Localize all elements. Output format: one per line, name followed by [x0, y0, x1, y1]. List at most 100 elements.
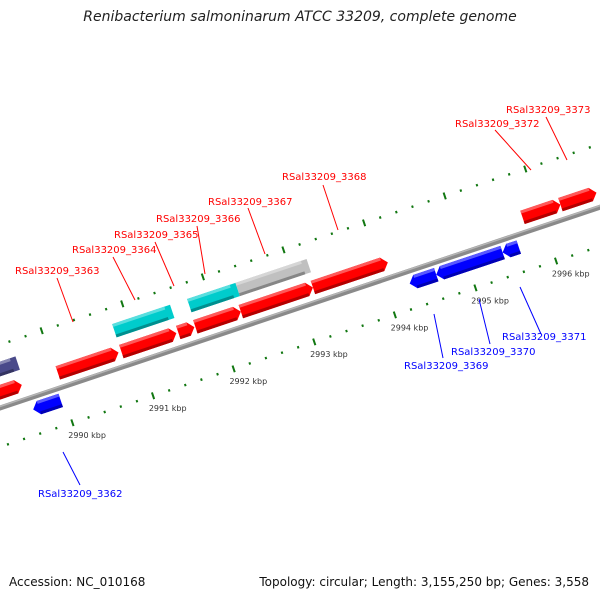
reverse-gene-feature[interactable]	[31, 393, 63, 416]
minor-tick	[572, 151, 575, 155]
gene-bevel-top	[0, 380, 15, 397]
gene-body	[55, 347, 119, 380]
leader-line	[62, 451, 81, 486]
forward-gene-label[interactable]: RSal33209_3372	[455, 119, 539, 130]
forward-gene-label[interactable]: RSal33209_3367	[208, 197, 292, 208]
leader-line	[247, 207, 266, 255]
gene-body	[112, 304, 175, 338]
leader-line	[196, 225, 206, 275]
minor-tick	[491, 178, 495, 182]
minor-tick	[38, 432, 42, 436]
minor-tick	[586, 248, 590, 252]
minor-tick	[459, 189, 463, 192]
forward-gene-label[interactable]: RSal33209_3366	[156, 214, 240, 225]
gene-body	[520, 199, 561, 224]
gene-body	[558, 187, 597, 212]
minor-tick	[506, 275, 510, 279]
gene-bevel-top	[238, 282, 306, 308]
major-tick	[312, 338, 317, 346]
major-tick	[231, 365, 236, 373]
gene-bevel-top	[558, 187, 590, 201]
forward-gene-label[interactable]: RSal33209_3368	[282, 172, 366, 183]
backbone-highlight	[0, 177, 600, 424]
scale-label: 2992 kbp	[229, 377, 267, 386]
gene-bevel-bottom	[523, 210, 557, 224]
minor-tick	[458, 291, 461, 295]
reverse-gene-label[interactable]: RSal33209_3370	[451, 347, 535, 358]
minor-tick	[249, 259, 253, 263]
minor-tick	[56, 323, 60, 327]
gene-body	[193, 306, 241, 334]
forward-gene-feature[interactable]	[0, 378, 24, 407]
gene-bevel-top	[187, 284, 231, 302]
leader-line	[112, 256, 136, 301]
minor-tick	[378, 216, 382, 219]
scale-label: 2996 kbp	[552, 269, 590, 278]
gene-bevel-top	[310, 257, 381, 284]
forward-gene-label[interactable]: RSal33209_3373	[506, 105, 590, 116]
minor-tick	[425, 302, 429, 306]
reverse-gene-feature[interactable]	[500, 240, 521, 259]
reverse-gene-label[interactable]: RSal33209_3362	[38, 489, 122, 500]
minor-tick	[314, 237, 318, 241]
scale-label: 2990 kbp	[68, 431, 106, 440]
forward-gene-feature[interactable]	[176, 321, 197, 340]
leader-line	[322, 184, 339, 231]
gene-body	[0, 380, 22, 407]
topology-text: Topology: circular; Length: 3,155,250 bp…	[259, 575, 589, 589]
major-tick	[70, 419, 75, 427]
forward-gene-feature[interactable]	[310, 256, 390, 295]
gene-bevel-bottom	[40, 404, 63, 415]
forward-gene-label[interactable]: RSal33209_3364	[72, 245, 156, 256]
leader-line	[433, 313, 444, 359]
minor-tick	[167, 388, 171, 392]
major-tick	[392, 311, 397, 319]
gene-bevel-top	[119, 328, 170, 348]
minor-tick	[24, 334, 27, 338]
gene-body	[436, 245, 505, 280]
minor-tick	[183, 383, 187, 387]
minor-tick	[411, 205, 414, 209]
reverse-gene-label[interactable]: RSal33209_3371	[502, 332, 586, 343]
forward-gene-feature[interactable]	[520, 198, 562, 224]
reverse-gene-label[interactable]: RSal33209_3369	[404, 361, 488, 372]
forward-gene-feature[interactable]	[55, 346, 121, 380]
minor-tick	[588, 145, 592, 149]
scale-label: 2993 kbp	[310, 350, 348, 359]
rna-gene-feature[interactable]	[112, 304, 175, 338]
gene-body	[187, 282, 240, 313]
minor-tick	[329, 335, 332, 338]
minor-tick	[103, 410, 107, 414]
minor-tick	[296, 345, 300, 349]
minor-tick	[409, 308, 413, 311]
forward-gene-label[interactable]: RSal33209_3365	[114, 230, 198, 241]
gene-bevel-top	[235, 260, 302, 286]
gene-bevel-bottom	[196, 317, 238, 334]
leader-line	[519, 286, 542, 335]
leader-line	[56, 277, 74, 323]
forward-gene-feature[interactable]	[558, 186, 598, 212]
major-tick	[473, 284, 478, 292]
pseudo-gene-feature[interactable]	[235, 259, 312, 297]
forward-gene-feature[interactable]	[193, 305, 243, 334]
reverse-gene-feature[interactable]	[407, 268, 439, 290]
forward-gene-label[interactable]: RSal33209_3363	[15, 266, 99, 277]
gene-bevel-bottom	[0, 368, 15, 386]
minor-tick	[361, 324, 364, 328]
minor-tick	[346, 226, 350, 230]
rna-gene-feature[interactable]	[187, 282, 240, 313]
forward-gene-feature[interactable]	[238, 281, 316, 319]
major-tick	[554, 257, 559, 265]
gene-body	[119, 328, 177, 359]
minor-tick	[135, 399, 139, 403]
gene-bevel-top	[193, 306, 234, 324]
minor-tick	[200, 378, 203, 382]
accession-text: Accession: NC_010168	[9, 575, 146, 589]
other-gene-feature[interactable]	[0, 356, 20, 386]
gene-body	[238, 282, 313, 319]
gene-bevel-bottom	[59, 358, 116, 380]
minor-tick	[217, 270, 221, 273]
reverse-gene-feature[interactable]	[434, 245, 505, 281]
forward-gene-feature[interactable]	[119, 327, 178, 359]
